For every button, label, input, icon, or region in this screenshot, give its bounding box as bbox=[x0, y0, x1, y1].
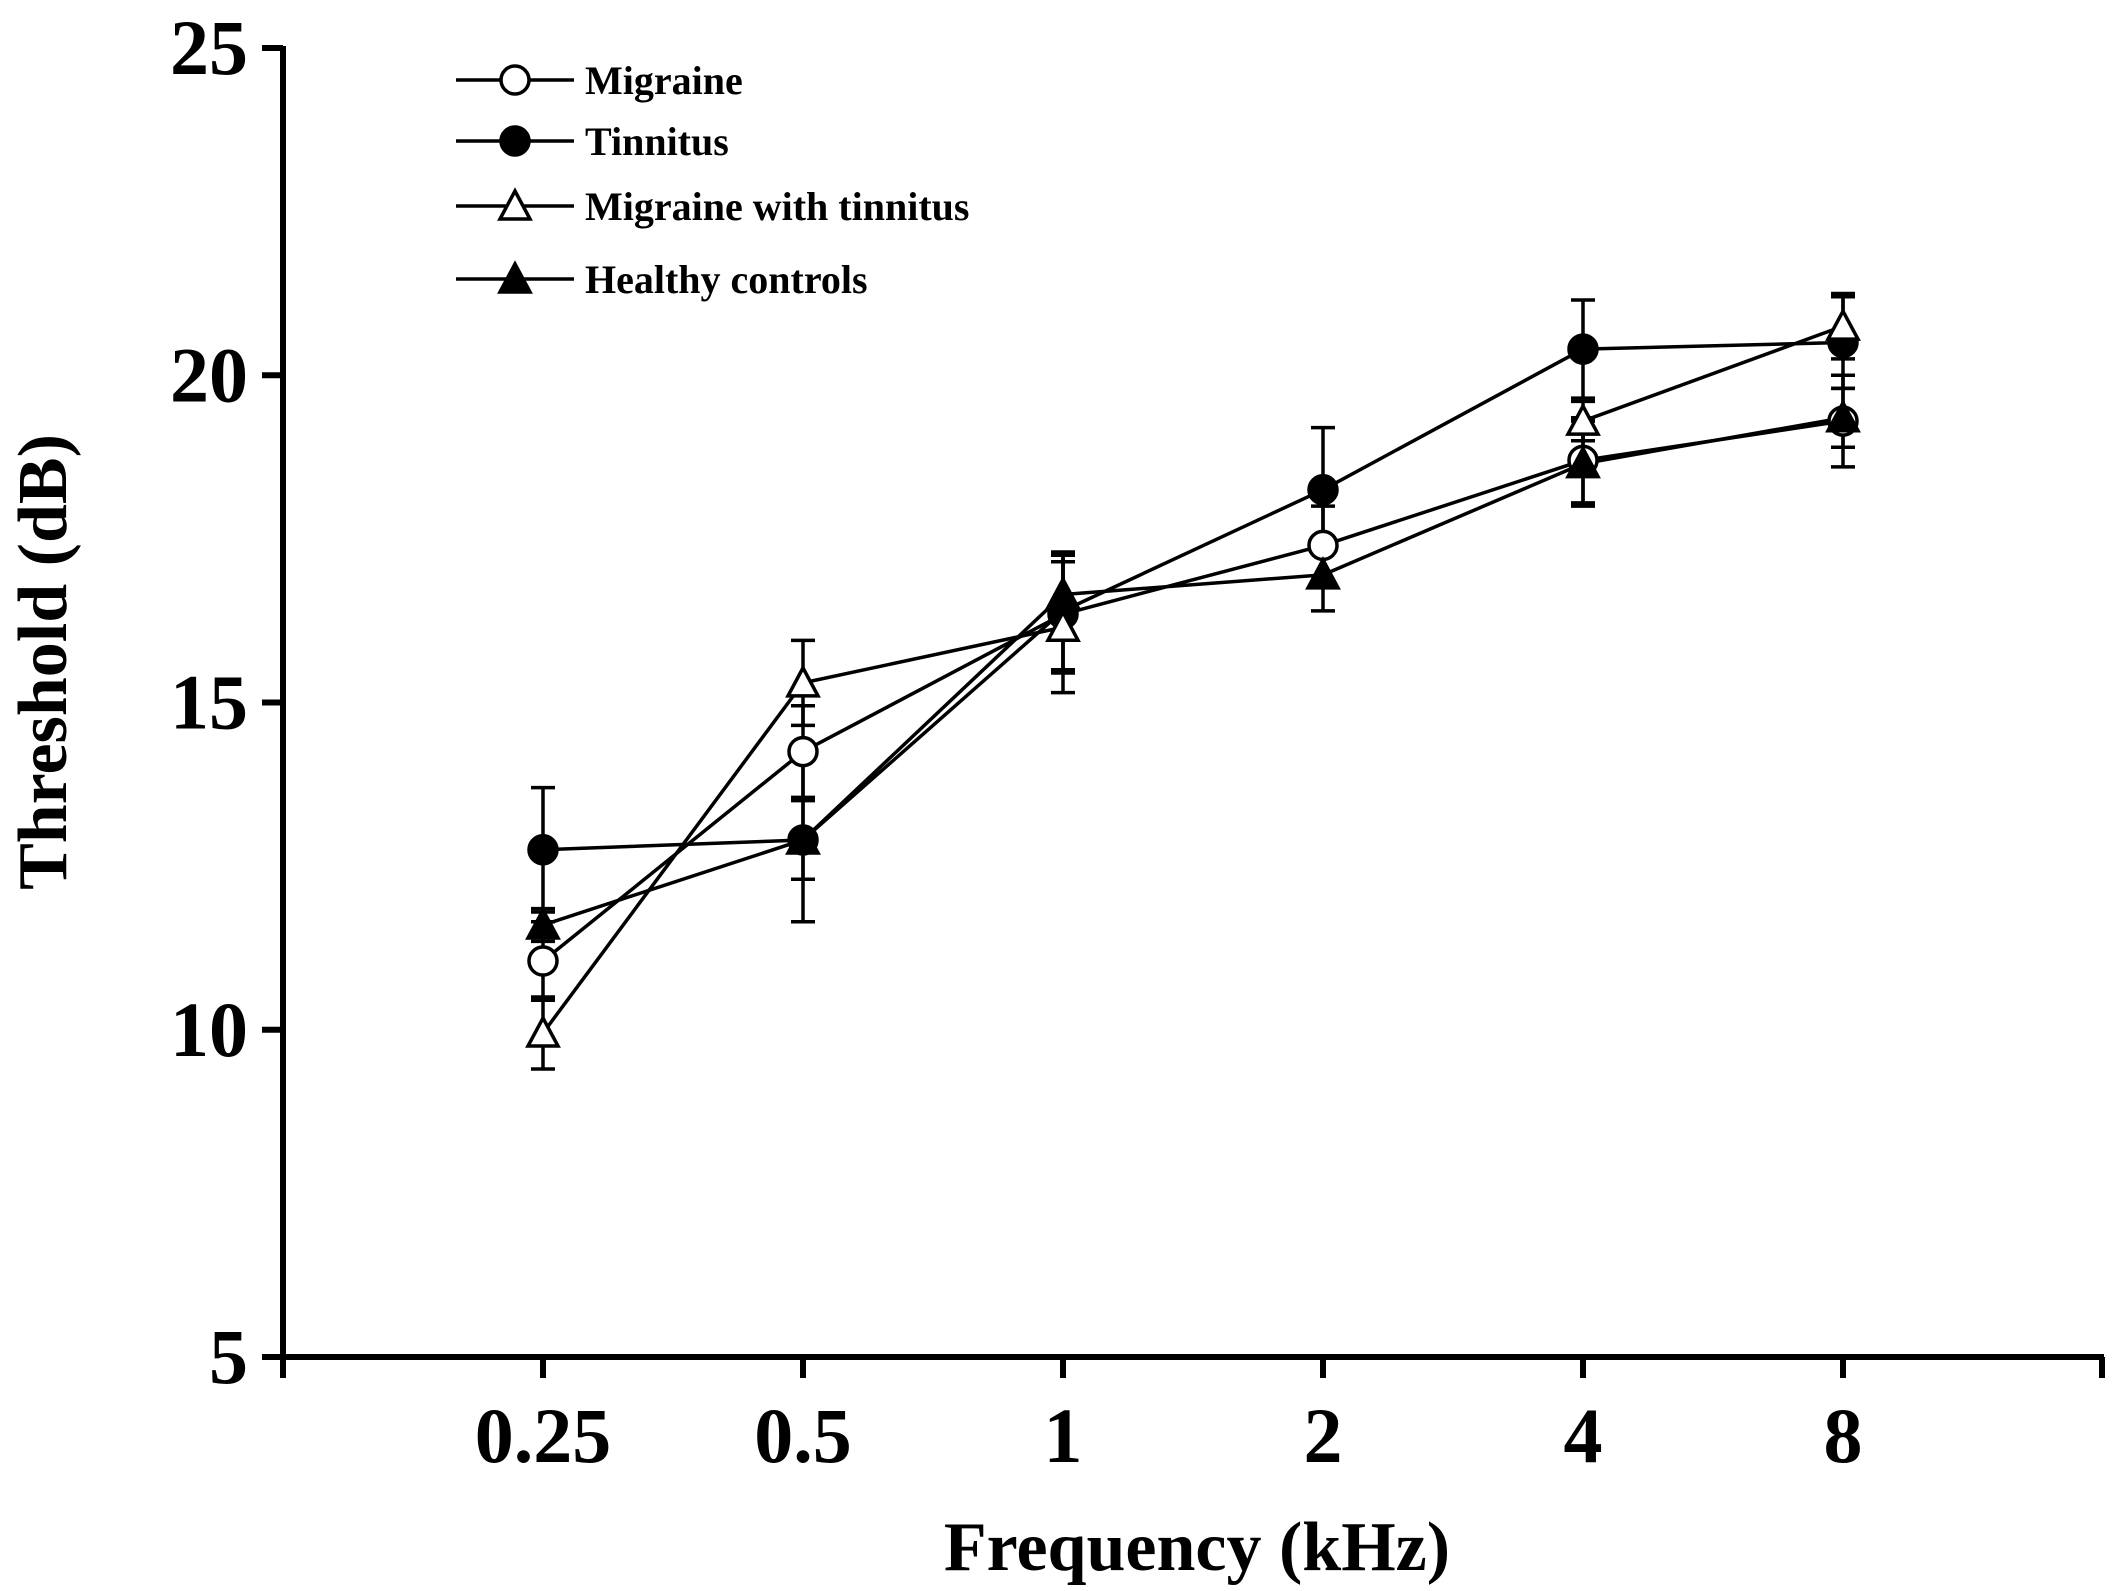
data-point-open-triangle bbox=[785, 664, 821, 698]
series-line-segment bbox=[801, 593, 1065, 842]
data-point-filled-circle bbox=[527, 834, 559, 866]
series-line-segment bbox=[542, 838, 804, 927]
legend-item: Tinnitus bbox=[456, 119, 729, 164]
series-line-segment bbox=[542, 838, 804, 852]
x-tick-label: 0.5 bbox=[754, 1392, 852, 1479]
data-point-filled-triangle bbox=[1565, 444, 1601, 479]
series-line-segment bbox=[802, 625, 1064, 685]
axes: 5 10 15 20 25 0.25 0.5 1 2 4 8 bbox=[170, 4, 2105, 1479]
series-line-segment bbox=[1582, 324, 1844, 423]
series-line-segment bbox=[1322, 461, 1584, 577]
series-line-segment bbox=[1582, 340, 1844, 351]
series-migraine bbox=[531, 373, 1855, 1003]
data-point-open-triangle bbox=[525, 1014, 561, 1048]
legend-label: Migraine with tinnitus bbox=[585, 184, 969, 229]
data-point-open-triangle bbox=[1825, 307, 1861, 341]
data-point-filled-triangle bbox=[1305, 556, 1341, 590]
data-point-filled-triangle bbox=[1825, 399, 1861, 433]
x-tick-label: 1 bbox=[1044, 1392, 1083, 1479]
legend-item: Migraine bbox=[456, 58, 743, 103]
y-tick-label: 5 bbox=[209, 1313, 248, 1400]
x-tick-label: 0.25 bbox=[475, 1392, 612, 1479]
series-line-segment bbox=[801, 609, 1065, 842]
data-point-open-circle bbox=[1307, 529, 1339, 562]
data-point-filled-triangle bbox=[785, 821, 821, 855]
series-line-segment bbox=[1322, 458, 1584, 548]
legend-marker-filled-circle-icon bbox=[499, 125, 531, 157]
legend-marker-open-triangle-icon bbox=[497, 187, 533, 221]
y-axis-title: Threshold (dB) bbox=[5, 434, 82, 890]
x-axis-title: Frequency (kHz) bbox=[944, 1509, 1450, 1586]
x-tick-label: 4 bbox=[1564, 1392, 1603, 1479]
legend-marker-open-circle-icon bbox=[499, 64, 531, 96]
y-tick-label: 10 bbox=[170, 986, 248, 1073]
data-point-open-circle bbox=[787, 735, 819, 768]
legend-item: Healthy controls bbox=[456, 257, 868, 302]
series-line-segment bbox=[541, 681, 805, 1035]
data-point-open-triangle bbox=[1565, 402, 1601, 436]
series-line-segment bbox=[1582, 416, 1844, 466]
legend-label: Migraine bbox=[585, 58, 743, 103]
data-point-filled-triangle bbox=[1045, 575, 1081, 610]
data-point-filled-triangle bbox=[525, 906, 561, 940]
series-line-segment bbox=[1062, 543, 1324, 616]
legend-marker-filled-triangle-icon bbox=[497, 260, 533, 294]
legend-label: Healthy controls bbox=[585, 257, 868, 302]
data-point-open-triangle bbox=[1045, 608, 1081, 642]
data-point-open-circle bbox=[527, 945, 559, 977]
y-ticks: 5 10 15 20 25 bbox=[170, 4, 283, 1400]
series-migraine-with-tinnitus bbox=[531, 291, 1855, 1071]
series-healthy-controls bbox=[531, 386, 1855, 944]
data-point-filled-circle bbox=[1567, 333, 1599, 365]
y-tick-label: 25 bbox=[170, 4, 248, 91]
y-tick-label: 15 bbox=[170, 659, 248, 746]
series-line-segment bbox=[1062, 573, 1324, 597]
legend: Migraine Tinnitus Migraine with tinnitus He… bbox=[456, 58, 969, 302]
series-line-segment bbox=[1322, 347, 1584, 492]
series-layer bbox=[525, 291, 1861, 1071]
x-tick-label: 8 bbox=[1824, 1392, 1863, 1479]
data-point-filled-circle bbox=[1307, 474, 1339, 506]
legend-label: Tinnitus bbox=[585, 119, 729, 164]
legend-item: Migraine with tinnitus bbox=[456, 184, 969, 229]
y-tick-label: 20 bbox=[170, 331, 248, 418]
series-tinnitus bbox=[531, 294, 1855, 924]
x-tick-label: 2 bbox=[1304, 1392, 1343, 1479]
x-ticks: 0.25 0.5 1 2 4 8 bbox=[280, 1357, 2105, 1479]
